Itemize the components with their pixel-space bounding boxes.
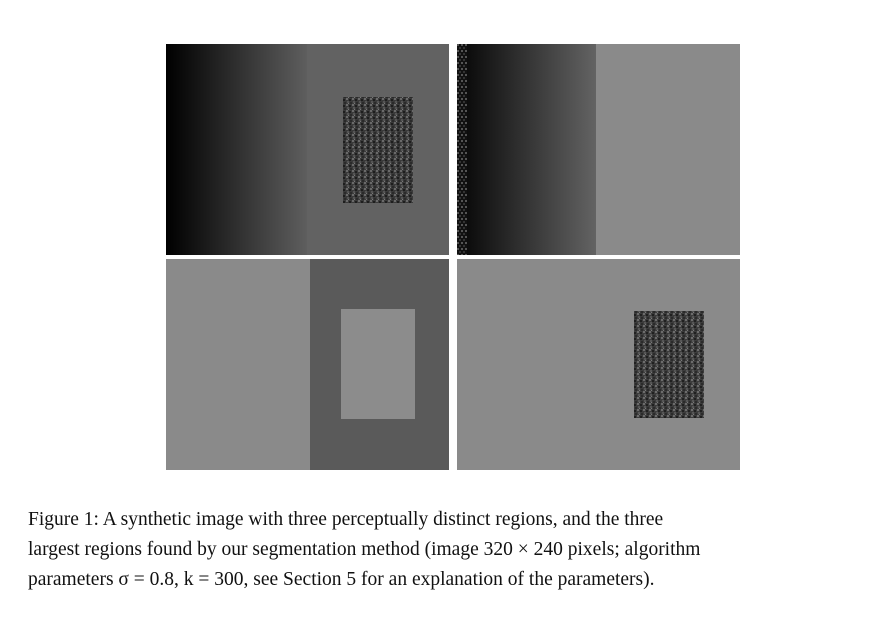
- synthetic-image: [166, 44, 449, 255]
- largest-region-2: [166, 259, 449, 470]
- largest-region-3: [457, 259, 740, 470]
- figure-grid: [166, 44, 740, 470]
- largest-region-1-panel: [457, 44, 740, 255]
- figure-caption: Figure 1: A synthetic image with three p…: [28, 505, 880, 595]
- largest-region-1: [457, 44, 740, 255]
- caption-line-2: largest regions found by our segmentatio…: [28, 539, 701, 560]
- caption-line-1: Figure 1: A synthetic image with three p…: [28, 509, 664, 530]
- synthetic-image-panel: [166, 44, 449, 255]
- largest-region-3-panel: [457, 259, 740, 470]
- largest-region-2-panel: [166, 259, 449, 470]
- caption-line-3: parameters σ = 0.8, k = 300, see Section…: [28, 569, 655, 590]
